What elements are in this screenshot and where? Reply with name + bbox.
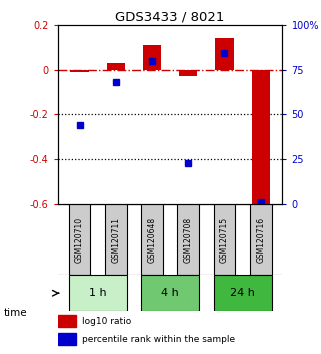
Text: log10 ratio: log10 ratio [82,316,132,326]
Bar [69,204,91,275]
Bar [215,38,234,69]
Text: GSM120708: GSM120708 [184,217,193,263]
Bar [213,204,235,275]
Text: 24 h: 24 h [230,288,255,298]
Text: percentile rank within the sample: percentile rank within the sample [82,335,236,343]
Text: GSM120710: GSM120710 [75,217,84,263]
Bar [141,204,163,275]
Bar [58,315,76,327]
Bar [105,204,127,275]
Bar [250,204,272,275]
Text: time: time [3,308,27,318]
Bar [71,69,89,72]
Bar [107,63,125,69]
Bar [179,69,197,76]
Bar [141,275,199,311]
Text: 4 h: 4 h [161,288,179,298]
Bar [143,45,161,69]
Bar [213,275,272,311]
Title: GDS3433 / 8021: GDS3433 / 8021 [116,11,225,24]
Bar [252,69,270,204]
Text: GSM120716: GSM120716 [256,217,265,263]
Text: GSM120711: GSM120711 [111,217,120,263]
Bar [69,275,127,311]
Bar [58,333,76,345]
Text: GSM120648: GSM120648 [148,217,157,263]
Bar [178,204,199,275]
Text: 1 h: 1 h [89,288,107,298]
Text: GSM120715: GSM120715 [220,217,229,263]
